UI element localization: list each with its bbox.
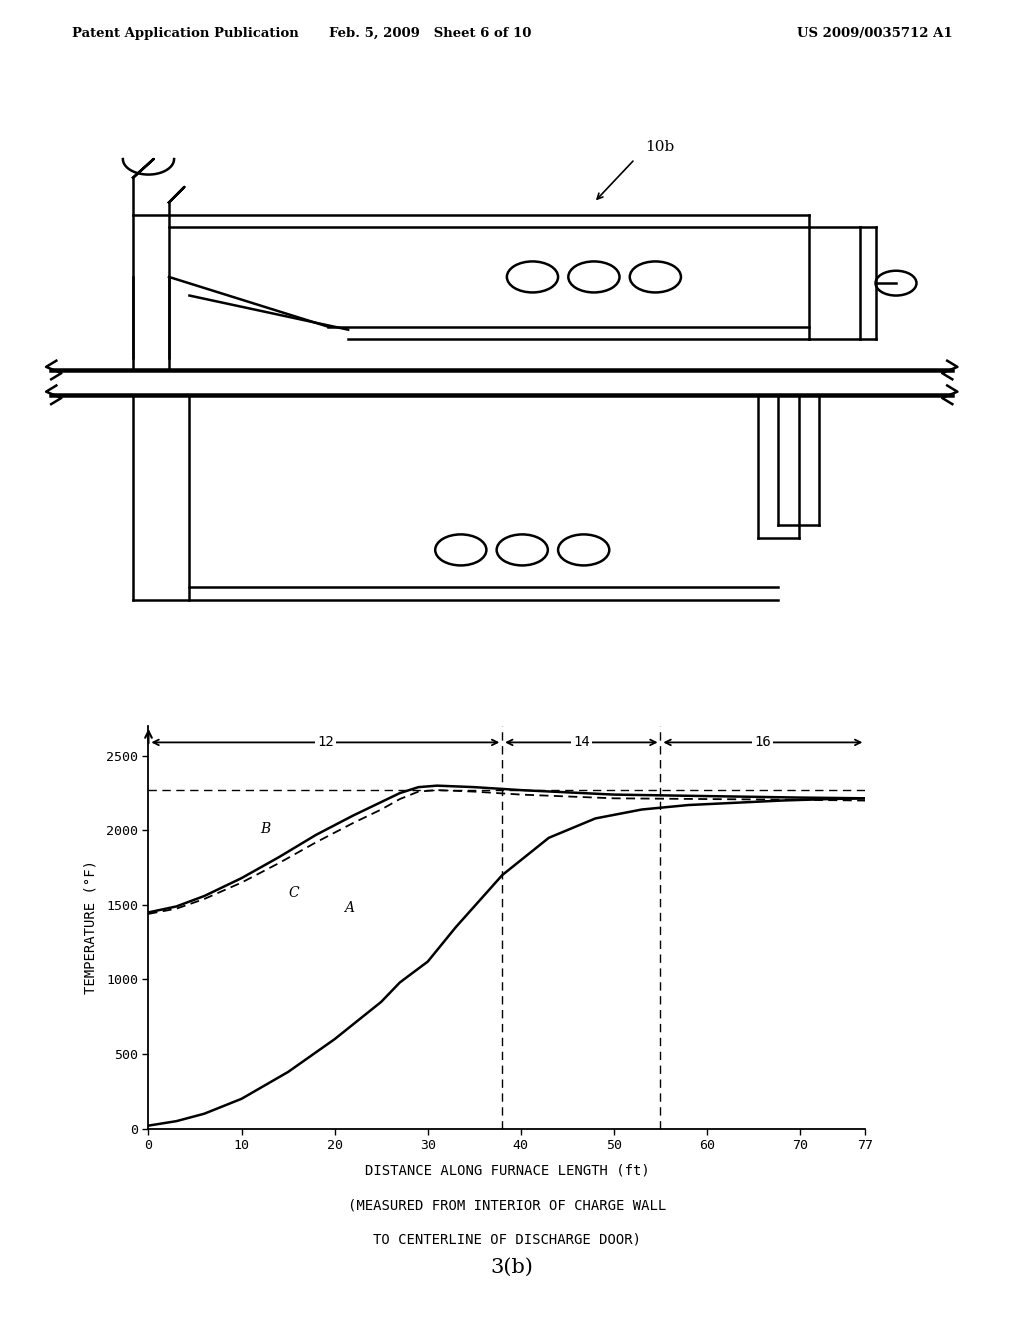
Text: (MEASURED FROM INTERIOR OF CHARGE WALL: (MEASURED FROM INTERIOR OF CHARGE WALL: [348, 1199, 666, 1212]
Text: Patent Application Publication: Patent Application Publication: [72, 26, 298, 40]
Text: 3(b): 3(b): [490, 1258, 534, 1276]
Text: 16: 16: [755, 735, 771, 750]
Text: Feb. 5, 2009   Sheet 6 of 10: Feb. 5, 2009 Sheet 6 of 10: [329, 26, 531, 40]
Text: US 2009/0035712 A1: US 2009/0035712 A1: [797, 26, 952, 40]
Text: A: A: [344, 902, 354, 915]
Text: B: B: [260, 822, 270, 837]
Text: C: C: [288, 887, 299, 900]
Text: 12: 12: [317, 735, 334, 750]
Text: 10b: 10b: [645, 140, 675, 153]
Text: TO CENTERLINE OF DISCHARGE DOOR): TO CENTERLINE OF DISCHARGE DOOR): [373, 1233, 641, 1246]
Text: 14: 14: [573, 735, 590, 750]
Y-axis label: TEMPERATURE (°F): TEMPERATURE (°F): [84, 861, 97, 994]
Text: DISTANCE ALONG FURNACE LENGTH (ft): DISTANCE ALONG FURNACE LENGTH (ft): [365, 1164, 649, 1177]
